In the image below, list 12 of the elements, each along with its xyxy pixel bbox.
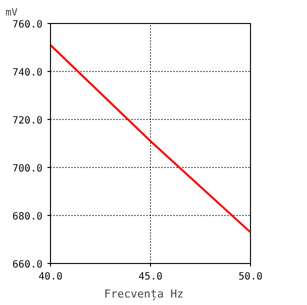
y-tick-label: 740.0 [12, 68, 43, 78]
line-series [50, 44, 250, 234]
y-tick-label: 700.0 [12, 164, 43, 174]
x-tick-label: 50.0 [238, 272, 263, 282]
y-tick-label: 680.0 [12, 212, 43, 222]
x-tick-label: 40.0 [38, 272, 63, 282]
y-tick-label: 720.0 [12, 116, 43, 126]
y-tick-label: 660.0 [12, 260, 43, 270]
y-tick-label: 760.0 [12, 20, 43, 30]
x-axis-title: Frecvența Hz [104, 288, 184, 300]
y-axis-title: mV [6, 8, 18, 18]
x-tick-label: 45.0 [138, 272, 163, 282]
